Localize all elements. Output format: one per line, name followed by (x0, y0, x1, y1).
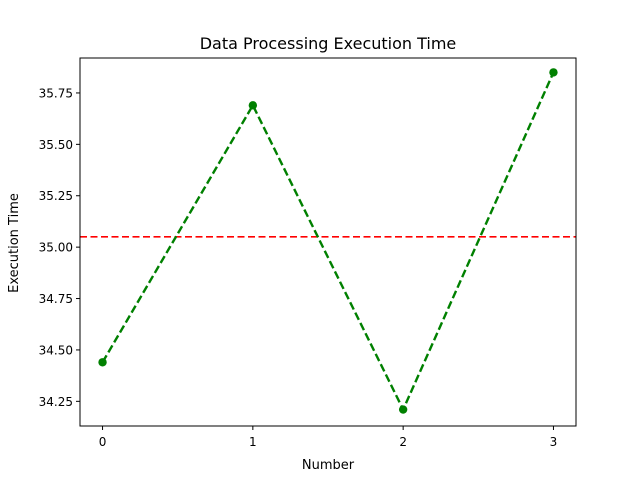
x-tick-label: 2 (399, 435, 407, 449)
x-tick-label: 0 (99, 435, 107, 449)
plot-frame (79, 57, 577, 427)
y-tick-label: 35.50 (39, 138, 73, 152)
y-tick-label: 35.75 (39, 86, 73, 100)
y-tick-label: 35.00 (39, 241, 73, 255)
x-tick-label: 3 (550, 435, 558, 449)
y-tick-label: 34.25 (39, 395, 73, 409)
plot-area: 0 1 2 3 34.25 34.50 34.75 35.00 35.25 35.50 35.75 (39, 57, 577, 449)
data-point (549, 68, 558, 77)
y-axis-label: Execution Time (7, 193, 22, 293)
data-point (398, 405, 408, 414)
data-point (248, 101, 258, 110)
series-line (101, 71, 555, 413)
y-tick-label: 35.25 (39, 189, 73, 203)
y-tick-label: 34.50 (39, 343, 73, 357)
x-tick-label: 1 (249, 435, 257, 449)
data-point (98, 358, 107, 367)
y-tick-label: 34.75 (39, 292, 73, 306)
chart-title: Data Processing Execution Time (200, 34, 457, 53)
x-axis-label: Number (302, 458, 355, 473)
